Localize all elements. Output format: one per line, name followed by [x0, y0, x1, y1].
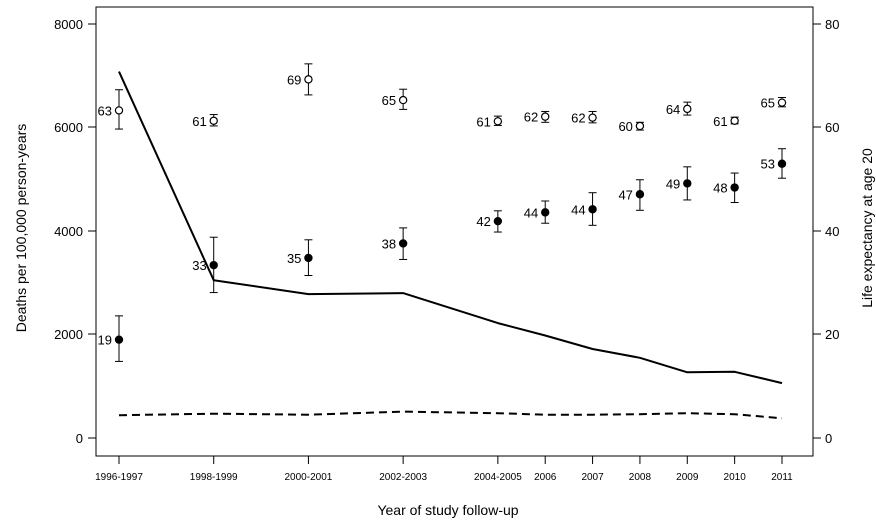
open-point — [114, 106, 124, 115]
series-lines — [118, 71, 783, 420]
y-right-tick-label: 60 — [825, 120, 839, 135]
open-point — [730, 116, 739, 125]
open-point — [777, 98, 787, 107]
y-left-tick-label: 2000 — [54, 327, 83, 342]
data-label: 61 — [192, 114, 206, 129]
filled-point — [588, 205, 597, 214]
data-label: 61 — [476, 114, 490, 129]
data-label: 62 — [524, 110, 538, 125]
filled-point — [304, 253, 313, 263]
filled-point — [493, 216, 503, 226]
y-left-tick-label: 6000 — [54, 120, 83, 135]
data-label: 62 — [571, 111, 585, 126]
series-line-dashed — [118, 410, 783, 420]
series-line-solid — [118, 71, 783, 385]
data-label: 61 — [713, 114, 727, 129]
x-axis: 1996-1997 1998-1999 2000-2001 2002-2003 2004… — [95, 456, 793, 483]
filled-point — [635, 190, 645, 199]
x-tick-label: 2011 — [771, 472, 793, 483]
y-left-tick-label: 8000 — [54, 17, 83, 32]
x-tick-label: 2007 — [581, 472, 604, 483]
y-right-tick-label: 0 — [825, 431, 832, 446]
data-label: 19 — [98, 333, 112, 348]
x-tick-label: 2000-2001 — [285, 472, 333, 483]
x-tick-label: 1996-1997 — [95, 472, 143, 483]
y-axis-right: 0 20 40 60 80 — [813, 17, 839, 446]
open-point — [635, 121, 645, 131]
filled-point — [114, 335, 124, 344]
open-point — [209, 116, 218, 125]
data-label: 44 — [571, 202, 585, 217]
series-points: 19 33 35 38 42 44 44 47 49 48 53 63 61 69 65 61 62 62 60 64… — [98, 63, 787, 362]
x-tick-label: 1998-1999 — [190, 472, 238, 483]
open-point — [588, 113, 597, 122]
data-label: 49 — [666, 176, 680, 191]
data-label: 69 — [287, 72, 301, 87]
y-right-tick-label: 80 — [825, 17, 839, 32]
open-point — [304, 75, 313, 84]
open-point — [683, 104, 692, 114]
plot-frame — [95, 6, 814, 457]
data-label: 42 — [476, 214, 490, 229]
data-label: 48 — [713, 181, 727, 196]
open-point — [493, 117, 503, 126]
x-axis-title: Year of study follow-up — [377, 502, 518, 518]
data-label: 53 — [761, 157, 775, 172]
data-label: 65 — [382, 93, 396, 108]
x-tick-label: 2002-2003 — [379, 472, 427, 483]
x-tick-label: 2004-2005 — [474, 472, 522, 483]
y-right-tick-label: 20 — [825, 327, 839, 342]
x-tick-label: 2006 — [534, 472, 557, 483]
filled-point — [777, 159, 787, 168]
data-label: 64 — [666, 102, 680, 117]
y-left-tick-label: 4000 — [54, 224, 83, 239]
data-label: 65 — [761, 96, 775, 111]
x-tick-label: 2008 — [629, 472, 652, 483]
y-right-tick-label: 40 — [825, 224, 839, 239]
data-label: 35 — [287, 251, 301, 266]
data-label: 47 — [618, 187, 632, 202]
data-label: 33 — [192, 258, 206, 273]
open-point — [541, 112, 550, 121]
filled-point — [730, 183, 739, 192]
x-tick-label: 2010 — [724, 472, 747, 483]
data-label: 63 — [98, 103, 112, 118]
filled-point — [683, 179, 692, 188]
open-point — [398, 95, 408, 105]
y-axis-left: 0 2000 4000 6000 8000 — [54, 17, 96, 446]
y-axis-title-right: Life expectancy at age 20 — [859, 148, 875, 308]
data-label: 60 — [618, 119, 632, 134]
data-label: 38 — [382, 236, 396, 251]
filled-point — [541, 208, 550, 217]
filled-point — [398, 239, 408, 248]
y-axis-title-left: Deaths per 100,000 person-years — [13, 124, 29, 333]
data-label: 44 — [524, 205, 538, 220]
filled-point — [209, 260, 218, 270]
x-tick-label: 2009 — [676, 472, 699, 483]
y-left-tick-label: 0 — [76, 431, 83, 446]
